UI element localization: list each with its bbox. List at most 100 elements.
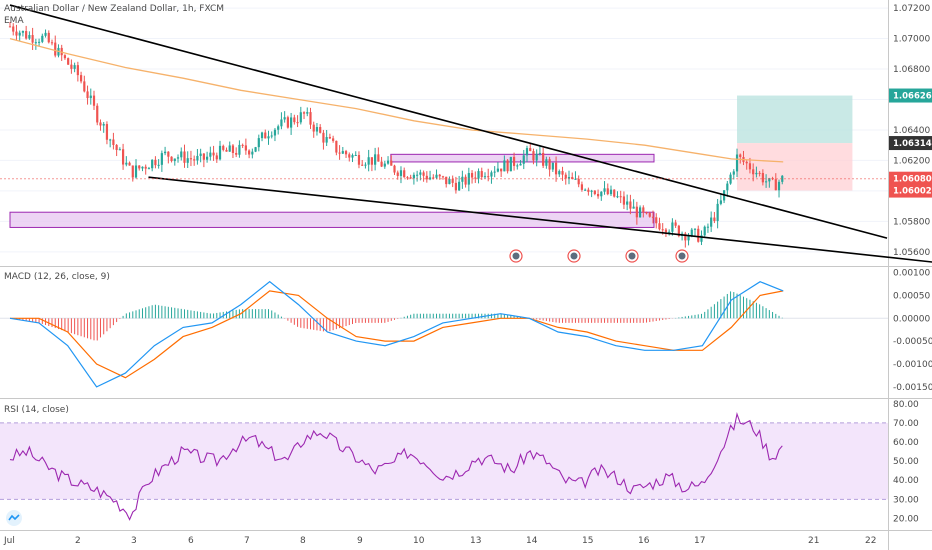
candle-body xyxy=(655,217,658,224)
economic-event-icon[interactable] xyxy=(567,249,581,263)
candle-body xyxy=(222,145,225,150)
macd-line xyxy=(9,280,784,388)
candle-body xyxy=(768,178,771,182)
rsi-tick-label: 30.00 xyxy=(893,495,919,505)
trendlines[interactable] xyxy=(9,4,932,264)
candle-body xyxy=(441,176,445,178)
rsi-legend: RSI (14, close) xyxy=(4,405,69,415)
time-tick-label: 6 xyxy=(188,536,194,546)
economic-event-icon[interactable] xyxy=(625,249,639,263)
candle-body xyxy=(63,55,67,59)
trendline[interactable] xyxy=(148,176,932,264)
supply-demand-zone[interactable] xyxy=(9,211,655,228)
candle-body xyxy=(15,31,18,36)
economic-event-icon[interactable] xyxy=(509,249,523,263)
candle-body xyxy=(432,177,435,179)
candle-body xyxy=(377,154,380,162)
tradingview-logo[interactable] xyxy=(6,510,22,526)
trendline[interactable] xyxy=(9,4,888,239)
candle-body xyxy=(409,177,412,179)
time-tick-label: 10 xyxy=(413,536,425,546)
rsi-tick-label: 60.00 xyxy=(893,438,919,448)
price-candles xyxy=(8,22,784,248)
candle-body xyxy=(512,156,516,166)
time-tick-label: 17 xyxy=(694,536,705,546)
economic-event-icon[interactable] xyxy=(675,249,689,263)
candle-body xyxy=(596,194,600,197)
candle-body xyxy=(328,137,331,139)
stop-zone[interactable] xyxy=(737,143,853,191)
candle-body xyxy=(335,140,338,153)
candle-body xyxy=(532,151,535,161)
candle-body xyxy=(416,174,419,176)
price-tick-label: 1.06800 xyxy=(893,65,930,75)
candle-body xyxy=(529,148,532,152)
candle-body xyxy=(338,152,341,154)
candle-body xyxy=(519,163,522,166)
candle-body xyxy=(241,144,244,146)
candle-body xyxy=(406,177,409,179)
candle-body xyxy=(96,105,99,123)
candle-body xyxy=(302,112,306,114)
candle-body xyxy=(755,172,758,175)
candle-body xyxy=(593,190,596,195)
price-tick-label: 1.07000 xyxy=(893,35,930,45)
time-axis[interactable]: Jul 2 3 6 7 8 9 10 13 14 15 16 17 21 22 xyxy=(3,536,876,546)
candle-body xyxy=(506,160,509,172)
candle-body xyxy=(202,153,205,160)
price-axis[interactable]: 1.072001.070001.068001.066001.064001.062… xyxy=(893,4,932,524)
candle-body xyxy=(128,162,131,166)
candle-body xyxy=(752,169,755,175)
long-position-tool[interactable] xyxy=(737,95,853,191)
time-tick-label: 8 xyxy=(300,536,306,546)
price-tag xyxy=(889,183,932,198)
candle-body xyxy=(154,159,157,166)
candle-body xyxy=(12,26,15,32)
candle-body xyxy=(458,181,461,191)
time-tick-label: Jul xyxy=(3,536,15,546)
candle-body xyxy=(664,229,668,233)
rsi-pane[interactable] xyxy=(0,411,888,521)
event-markers[interactable] xyxy=(509,249,689,263)
candle-body xyxy=(761,173,764,183)
candle-body xyxy=(600,191,603,197)
candle-body xyxy=(312,124,315,132)
candle-body xyxy=(525,148,529,156)
candle-body xyxy=(206,156,209,160)
candle-body xyxy=(710,217,713,227)
supply-demand-zone[interactable] xyxy=(390,153,655,163)
candle-body xyxy=(83,81,86,92)
candle-body xyxy=(509,156,512,172)
candle-body xyxy=(490,172,493,177)
candle-body xyxy=(67,58,70,65)
candle-body xyxy=(286,117,289,128)
candle-body xyxy=(493,171,496,173)
candle-body xyxy=(273,129,277,136)
candle-body xyxy=(403,170,406,178)
candle-body xyxy=(642,207,645,213)
candle-body xyxy=(157,164,160,166)
candle-body xyxy=(260,132,264,139)
candle-body xyxy=(687,236,690,241)
candle-body xyxy=(428,177,432,180)
candle-body xyxy=(658,223,661,230)
candle-body xyxy=(535,153,538,161)
candle-body xyxy=(151,159,154,169)
macd-pane[interactable] xyxy=(0,280,888,388)
candle-body xyxy=(461,176,464,182)
candle-body xyxy=(364,164,367,166)
candle-body xyxy=(545,159,548,166)
candle-body xyxy=(173,158,176,162)
candle-body xyxy=(235,152,238,155)
candle-body xyxy=(603,188,606,192)
candle-body xyxy=(487,176,490,178)
candle-body xyxy=(674,222,677,226)
candle-body xyxy=(558,171,561,175)
macd-tick-label: -0.00150 xyxy=(893,383,932,393)
candle-body xyxy=(361,164,364,166)
candle-body xyxy=(425,175,428,180)
candle-body xyxy=(257,138,260,148)
target-zone[interactable] xyxy=(737,95,853,144)
candle-body xyxy=(774,179,777,191)
